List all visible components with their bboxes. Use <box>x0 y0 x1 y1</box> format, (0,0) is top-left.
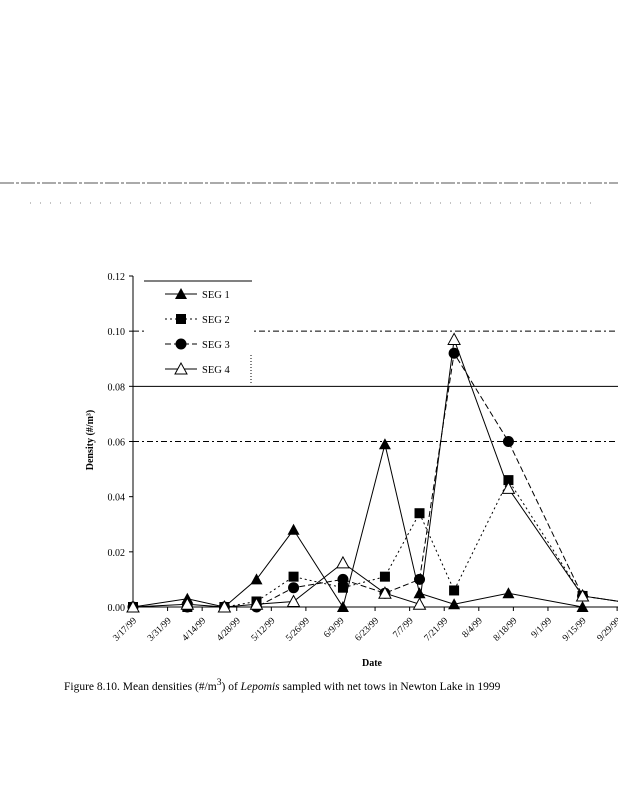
x-tick-label: 9/29/99 <box>596 616 618 644</box>
caption-prefix: Figure 8.10. Mean densities (#/m <box>64 680 217 693</box>
caption-sup: 3 <box>216 677 222 688</box>
data-point-seg-2 <box>288 571 299 582</box>
x-tick-label: 7/7/99 <box>392 616 416 640</box>
legend-marker <box>175 288 187 299</box>
data-point-seg-4 <box>126 599 140 613</box>
data-point-seg-2 <box>379 571 390 582</box>
x-tick-label: 6/23/99 <box>354 616 382 644</box>
data-point-seg-4 <box>217 599 232 613</box>
x-tick-label: 3/31/99 <box>146 616 174 644</box>
y-tick-label: 0.02 <box>108 548 126 559</box>
x-axis-label: Date <box>362 658 383 669</box>
y-tick-label: 0.08 <box>108 382 126 393</box>
x-tick-label: 6/9/99 <box>322 616 346 640</box>
x-tick-label: 8/18/99 <box>492 616 520 644</box>
legend-marker <box>174 361 188 375</box>
legend-label: SEG 3 <box>202 340 230 351</box>
legend-label: SEG 1 <box>202 290 230 301</box>
data-point-seg-1 <box>250 573 263 585</box>
x-tick-label: 4/14/99 <box>181 616 209 644</box>
y-tick-label: 0.00 <box>108 603 126 614</box>
caption-taxon: Lepomis <box>240 680 280 693</box>
data-point-seg-1 <box>413 587 426 599</box>
caption-suffix: sampled with net tows in Newton Lake in … <box>279 680 501 693</box>
data-point-seg-4 <box>575 588 590 602</box>
figure-caption: Figure 8.10. Mean densities (#/m3) of Le… <box>64 677 500 693</box>
data-point-seg-4 <box>412 597 427 610</box>
x-tick-label: 5/12/99 <box>250 616 278 644</box>
y-tick-label: 0.04 <box>108 493 126 504</box>
y-axis-label: Density (#/m³) <box>85 410 96 471</box>
data-point-seg-4 <box>249 597 264 610</box>
data-point-seg-1 <box>502 587 515 599</box>
series-line-seg-4 <box>132 339 618 608</box>
data-point-seg-3 <box>288 582 300 594</box>
data-point-seg-4 <box>286 594 301 607</box>
series-line-seg-2 <box>133 479 618 608</box>
x-tick-label: 5/26/99 <box>284 616 312 644</box>
data-point-seg-2 <box>449 585 460 596</box>
x-tick-label: 4/28/99 <box>215 616 243 644</box>
y-tick-label: 0.06 <box>108 438 126 449</box>
legend-marker <box>175 338 187 350</box>
data-point-seg-2 <box>337 582 348 593</box>
data-point-seg-2 <box>414 508 425 519</box>
legend-label: SEG 2 <box>202 315 230 326</box>
y-tick-label: 0.12 <box>108 272 126 283</box>
data-point-seg-3 <box>448 347 460 359</box>
caption-middle: ) of <box>221 680 241 693</box>
data-point-seg-4 <box>447 332 461 345</box>
data-point-seg-1 <box>336 601 349 612</box>
data-point-seg-3 <box>337 573 349 585</box>
y-tick-label: 0.10 <box>108 327 126 338</box>
data-point-seg-1 <box>576 601 589 612</box>
x-tick-label: 9/1/99 <box>530 616 554 640</box>
legend-box <box>146 280 251 380</box>
x-tick-label: 3/17/99 <box>112 616 140 644</box>
legend-marker <box>176 314 186 324</box>
data-point-seg-4 <box>180 597 195 610</box>
x-tick-label: 8/4/99 <box>461 616 485 640</box>
x-tick-label: 9/15/99 <box>561 616 589 644</box>
series-line-seg-1 <box>132 444 618 609</box>
data-point-seg-1 <box>378 438 391 450</box>
x-tick-label: 7/21/99 <box>423 616 451 644</box>
data-point-seg-2 <box>503 475 514 486</box>
legend-label: SEG 4 <box>202 365 230 376</box>
data-point-seg-4 <box>501 481 516 494</box>
data-point-seg-1 <box>287 523 300 535</box>
data-point-seg-1 <box>448 598 461 610</box>
data-point-seg-3 <box>502 436 514 447</box>
data-point-seg-4 <box>336 555 350 569</box>
data-point-seg-4 <box>378 586 392 599</box>
